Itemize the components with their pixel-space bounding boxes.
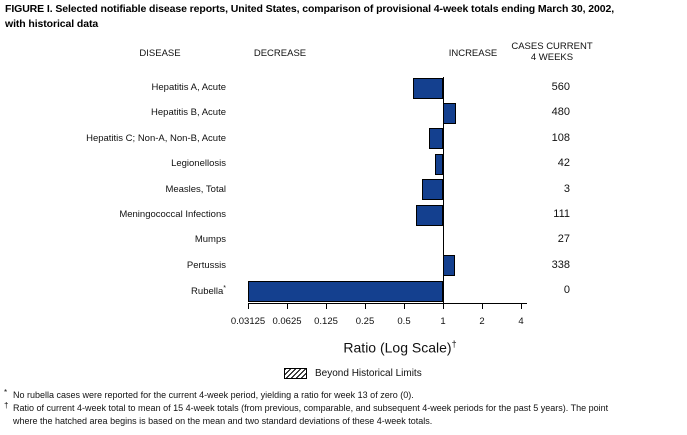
column-header-disease: DISEASE	[139, 48, 181, 59]
case-count: 480	[551, 106, 570, 119]
case-count: 560	[551, 81, 570, 93]
case-count: 42	[557, 157, 570, 170]
ratio-bar	[443, 255, 456, 277]
case-count: 108	[551, 131, 570, 144]
figure-title-line2: with historical data	[5, 17, 99, 30]
footnote-ratio-continued: where the hatched area begins is based o…	[13, 416, 432, 426]
disease-label: Rubella*	[191, 285, 226, 298]
x-axis-tick	[287, 304, 288, 309]
footnote-ratio: † Ratio of current 4-week total to mean o…	[4, 401, 609, 413]
ratio-bar	[429, 128, 443, 150]
x-axis-tick-label: 1	[440, 316, 446, 327]
footnote-rubella-text: No rubella cases were reported for the c…	[13, 390, 414, 400]
x-axis	[248, 303, 527, 304]
case-count: 0	[563, 284, 570, 297]
case-count: 27	[557, 233, 570, 246]
x-axis-tick-label: 0.125	[314, 316, 338, 327]
disease-label-asterisk: *	[223, 285, 226, 293]
x-axis-tick-label: 0.0625	[272, 316, 302, 327]
footnote-rubella: * No rubella cases were reported for the …	[4, 388, 414, 400]
disease-label: Hepatitis C; Non-A, Non-B, Acute	[86, 132, 226, 144]
footnote-marker-dagger: †	[4, 401, 9, 410]
ratio-bar	[435, 153, 443, 175]
x-axis-tick-label: 0.25	[355, 316, 375, 327]
column-header-cases-line1: CASES CURRENT	[511, 41, 593, 52]
figure-title-line1: FIGURE I. Selected notifiable disease re…	[5, 3, 615, 15]
x-axis-tick	[521, 304, 522, 309]
disease-label: Legionellosis	[171, 158, 226, 170]
ratio-bar	[248, 280, 443, 302]
disease-label: Hepatitis B, Acute	[151, 107, 226, 119]
ratio-baseline	[443, 77, 444, 303]
x-axis-label-dagger: †	[451, 339, 457, 349]
footnote-marker-asterisk: *	[4, 388, 8, 397]
column-header-decrease: DECREASE	[253, 48, 307, 59]
x-axis-tick-label: 0.03125	[230, 316, 266, 327]
disease-label: Hepatitis A, Acute	[151, 82, 226, 93]
legend: Beyond Historical Limits	[284, 365, 422, 380]
x-axis-tick-label: 2	[479, 316, 485, 327]
hatched-swatch-icon	[284, 368, 307, 380]
x-axis-tick	[365, 304, 366, 309]
x-axis-tick	[443, 304, 444, 309]
disease-label: Pertussis	[186, 259, 226, 271]
x-axis-tick	[326, 304, 327, 309]
case-count: 338	[551, 258, 570, 271]
x-axis-tick-label: 4	[518, 316, 524, 327]
x-axis-tick	[482, 304, 483, 309]
footnote-ratio-continued-text: where the hatched area begins is based o…	[13, 416, 433, 426]
case-count: 111	[553, 208, 570, 220]
footnote-ratio-text: Ratio of current 4-week total to mean of…	[13, 403, 609, 413]
column-header-cases-line2: 4 WEEKS	[530, 52, 574, 63]
x-axis-label-text: Ratio (Log Scale)	[343, 339, 452, 356]
figure-title: FIGURE I. Selected notifiable disease re…	[5, 2, 614, 31]
ratio-bar	[443, 102, 456, 124]
disease-label: Meningococcal Infections	[119, 209, 226, 220]
x-axis-tick-label: 0.5	[397, 316, 411, 327]
x-axis-tick	[248, 304, 249, 309]
disease-label: Measles, Total	[165, 183, 226, 195]
ratio-bar	[413, 77, 443, 99]
column-header-increase: INCREASE	[448, 48, 498, 59]
case-count: 3	[563, 182, 570, 195]
column-header-cases: CASES CURRENT 4 WEEKS	[492, 41, 612, 63]
x-axis-label: Ratio (Log Scale)†	[300, 339, 500, 356]
legend-label: Beyond Historical Limits	[315, 368, 422, 380]
x-axis-tick	[404, 304, 405, 309]
disease-label: Mumps	[194, 234, 226, 246]
ratio-bar	[422, 179, 443, 201]
ratio-bar	[416, 204, 443, 226]
